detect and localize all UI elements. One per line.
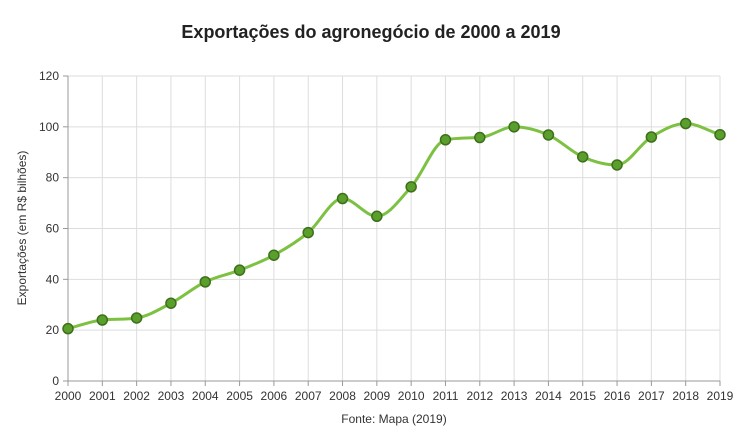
x-tick-label: 2003 [158, 389, 185, 403]
data-point-2002[interactable] [130, 312, 143, 324]
grid-lines [63, 75, 721, 386]
data-point-2019[interactable] [714, 128, 726, 141]
data-point-2011[interactable] [439, 134, 452, 146]
x-tick-label: 2001 [89, 389, 116, 403]
y-tick-label: 100 [39, 120, 59, 134]
x-tick-label: 2007 [295, 389, 322, 403]
data-point-2012[interactable] [474, 131, 486, 144]
y-tick-label: 120 [39, 69, 59, 83]
data-point-2000[interactable] [62, 322, 74, 335]
data-point-2001[interactable] [96, 314, 109, 326]
data-point-2013[interactable] [508, 121, 520, 133]
x-tick-label: 2013 [501, 389, 528, 403]
y-tick-label: 0 [52, 374, 59, 388]
x-tick-label: 2017 [638, 389, 665, 403]
data-point-2009[interactable] [371, 210, 383, 223]
chart-title: Exportações do agronegócio de 2000 a 201… [181, 22, 561, 42]
y-tick-label: 40 [46, 272, 60, 286]
data-point-2006[interactable] [268, 249, 280, 261]
x-tick-label: 2004 [192, 389, 219, 403]
x-tick-label: 2019 [707, 389, 734, 403]
x-tick-label: 2018 [672, 389, 699, 403]
data-point-2008[interactable] [336, 192, 349, 205]
data-point-2005[interactable] [233, 264, 246, 276]
data-point-2017[interactable] [645, 131, 658, 143]
data-point-2007[interactable] [302, 226, 314, 239]
x-tick-labels: 2000 2001 2002 2003 2004 2005 2006 2007 2008 2009… [55, 389, 734, 403]
data-point-2015[interactable] [576, 151, 589, 163]
x-tick-label: 2011 [433, 389, 459, 403]
series-group [62, 117, 726, 335]
y-tick-labels: 0 20 40 60 80 100 120 [39, 69, 59, 388]
x-axis-label: Fonte: Mapa (2019) [341, 412, 446, 426]
y-tick-label: 60 [46, 222, 60, 236]
x-tick-label: 2014 [535, 389, 562, 403]
x-tick-label: 2002 [123, 389, 150, 403]
x-tick-label: 2000 [55, 389, 82, 403]
data-point-2010[interactable] [405, 181, 417, 193]
x-tick-label: 2012 [466, 389, 493, 403]
x-tick-label: 2005 [226, 389, 253, 403]
x-tick-label: 2010 [398, 389, 425, 403]
x-tick-label: 2006 [261, 389, 288, 403]
data-point-2004[interactable] [199, 276, 212, 288]
x-tick-label: 2015 [569, 389, 596, 403]
data-point-2018[interactable] [679, 117, 692, 130]
data-point-2003[interactable] [165, 297, 177, 309]
y-tick-label: 20 [46, 323, 60, 337]
y-tick-label: 80 [46, 171, 60, 185]
series-line [67, 122, 721, 331]
data-point-2014[interactable] [542, 129, 555, 141]
x-tick-label: 2016 [604, 389, 631, 403]
x-tick-label: 2008 [329, 389, 356, 403]
data-point-2016[interactable] [611, 159, 623, 171]
x-tick-label: 2009 [363, 389, 390, 403]
y-axis-label: Exportações (em R$ bilhões) [15, 151, 29, 306]
